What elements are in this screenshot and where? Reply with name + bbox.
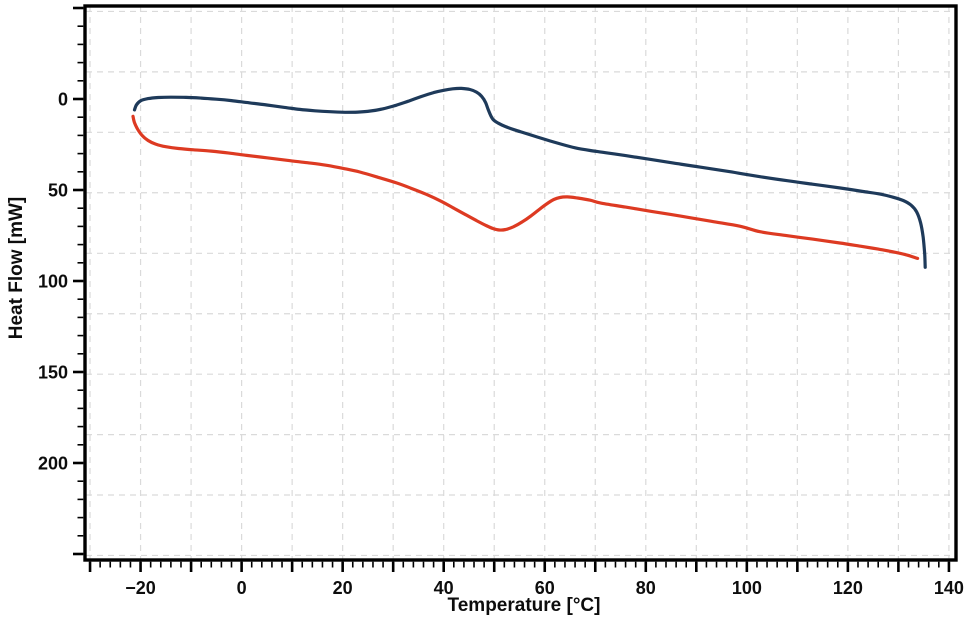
y-tick-label: 100 [38,271,68,291]
axes-frame [83,4,958,562]
grid-lines [86,6,956,560]
x-tick-label: 60 [535,578,555,598]
y-tick-label: 50 [48,180,68,200]
x-tick-label: 100 [732,578,762,598]
x-tick-label: −20 [125,578,156,598]
x-tick-label: 80 [636,578,656,598]
x-tick-label: 140 [934,578,964,598]
x-tick-label: 0 [237,578,247,598]
navy-upper-curve [132,86,927,269]
y-tick-label: 150 [38,362,68,382]
x-tick-label: 20 [333,578,353,598]
y-axis-title: Heat Flow [mW] [6,196,27,340]
data-series [131,86,927,269]
x-tick-label: 120 [833,578,863,598]
x-tick-label: 40 [434,578,454,598]
red-lower-curve [131,114,920,260]
x-axis-title: Temperature [°C] [447,595,601,616]
axis-ticks [73,6,951,572]
y-tick-label: 0 [58,90,68,110]
plot-border [83,4,958,562]
y-tick-label: 200 [38,453,68,473]
tick-labels: −20 0 20 40 60 80 100 120 140 0 50 100 150 200 [38,90,964,598]
